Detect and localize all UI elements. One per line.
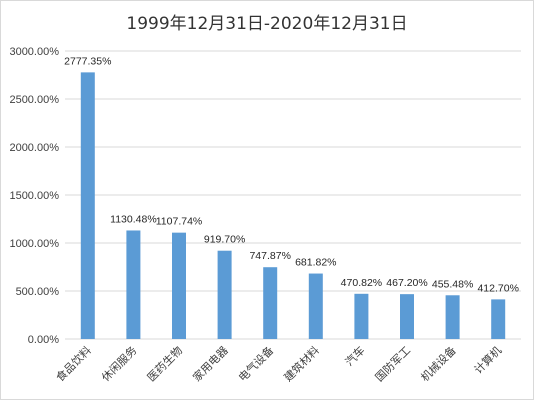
y-tick-label: 3000.00% <box>9 46 59 58</box>
x-category-label: 计算机 <box>471 343 504 376</box>
bar <box>491 299 506 339</box>
x-category-label: 建筑材料 <box>281 343 322 384</box>
x-category-label: 汽车 <box>342 343 367 368</box>
data-label: 2777.35% <box>64 55 111 67</box>
bar <box>217 250 232 339</box>
y-axis-ticks: 0.00% 500.00% 1000.00% 1500.00% 2000.00% 2500… <box>9 46 59 346</box>
data-label: 412.70% <box>477 282 518 294</box>
bar <box>80 72 95 340</box>
bars <box>80 72 506 340</box>
bar <box>126 230 141 339</box>
data-label: 470.82% <box>341 277 382 289</box>
data-label: 681.82% <box>295 257 336 269</box>
bar <box>263 267 278 339</box>
x-category-label: 食品饮料 <box>53 343 94 384</box>
bar <box>308 273 323 339</box>
y-tick-label: 2000.00% <box>9 142 59 154</box>
data-label: 455.48% <box>432 278 473 290</box>
x-category-label: 国防军工 <box>372 343 413 384</box>
x-category-label: 家用电器 <box>190 343 231 384</box>
data-label: 467.20% <box>386 277 427 289</box>
x-category-label: 休闲服务 <box>99 343 140 384</box>
data-label: 919.70% <box>204 234 245 246</box>
y-tick-label: 1000.00% <box>9 238 59 250</box>
y-tick-label: 0.00% <box>28 334 59 346</box>
bar <box>400 294 414 339</box>
gridlines <box>65 50 521 340</box>
y-tick-label: 500.00% <box>16 286 60 298</box>
data-label: 1107.74% <box>156 216 203 228</box>
bar <box>172 232 186 339</box>
y-tick-label: 2500.00% <box>9 94 59 106</box>
data-labels: 2777.35% 1130.48% 1107.74%919.70% 747.87% 68… <box>64 55 519 294</box>
x-axis-categories: 食品饮料 休闲服务 医药生物 家用电器 电气设备 建筑材料 汽车 国防军工 机械设备 计算机 <box>53 343 504 384</box>
chart-title: 1999年12月31日-2020年12月31日 <box>126 14 407 34</box>
y-tick-label: 1500.00% <box>9 190 59 202</box>
data-label: 1130.48% <box>110 213 157 225</box>
x-category-label: 医药生物 <box>144 343 185 384</box>
data-label: 747.87% <box>249 250 290 262</box>
bar <box>445 295 460 339</box>
x-category-label: 机械设备 <box>418 343 459 384</box>
x-category-label: 电气设备 <box>235 343 276 384</box>
bar <box>354 293 369 339</box>
